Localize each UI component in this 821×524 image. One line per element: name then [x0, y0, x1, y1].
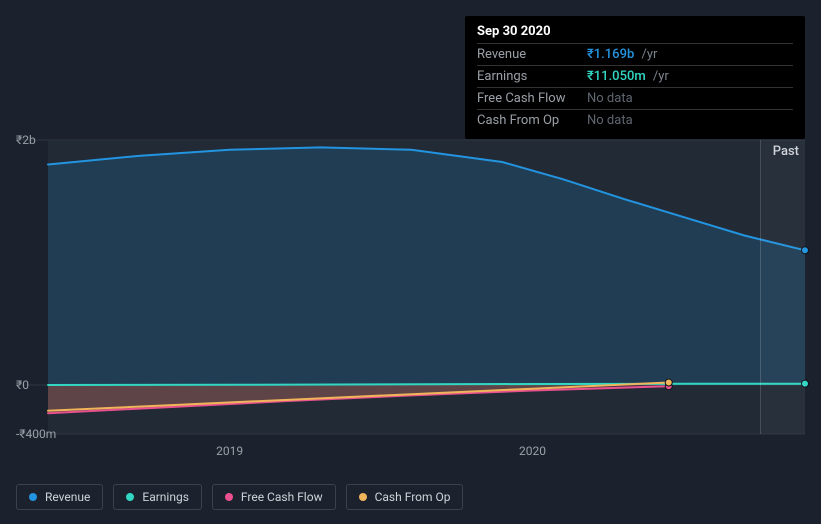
x-axis-label: 2019 — [216, 444, 243, 458]
legend-item[interactable]: Revenue — [16, 484, 103, 510]
tooltip-date: Sep 30 2020 — [477, 24, 793, 43]
legend-dot-icon — [359, 493, 367, 501]
legend-label: Revenue — [45, 490, 90, 504]
tooltip-row: Free Cash FlowNo data — [477, 87, 793, 109]
y-axis-label: ₹2b — [16, 133, 36, 147]
legend-label: Earnings — [142, 490, 189, 504]
tooltip-row: Earnings₹11.050m /yr — [477, 65, 793, 87]
chart-plot[interactable]: Past 20192020 — [48, 140, 805, 434]
legend-item[interactable]: Earnings — [113, 484, 202, 510]
tooltip-row-value: ₹11.050m /yr — [587, 69, 669, 84]
tooltip-row-label: Earnings — [477, 69, 587, 84]
tooltip-row-value: No data — [587, 91, 633, 106]
legend-label: Cash From Op — [375, 490, 451, 504]
y-axis-label: -₹400m — [16, 427, 56, 441]
legend-dot-icon — [126, 493, 134, 501]
tooltip-row-value: ₹1.169b /yr — [587, 47, 657, 62]
legend-label: Free Cash Flow — [241, 490, 323, 504]
chart-legend: Revenue Earnings Free Cash Flow Cash From O… — [16, 484, 463, 510]
financial-chart: Past 20192020 ₹2b ₹0 -₹400m — [16, 120, 805, 464]
legend-dot-icon — [225, 493, 233, 501]
hover-line — [760, 140, 761, 434]
hover-region — [760, 140, 805, 434]
tooltip-row-label: Free Cash Flow — [477, 91, 587, 106]
x-axis-label: 2020 — [519, 444, 546, 458]
legend-item[interactable]: Free Cash Flow — [212, 484, 336, 510]
tooltip-row: Revenue₹1.169b /yr — [477, 43, 793, 65]
tooltip-row-label: Revenue — [477, 47, 587, 62]
legend-item[interactable]: Cash From Op — [346, 484, 464, 510]
y-axis-label: ₹0 — [16, 378, 29, 392]
legend-dot-icon — [29, 493, 37, 501]
